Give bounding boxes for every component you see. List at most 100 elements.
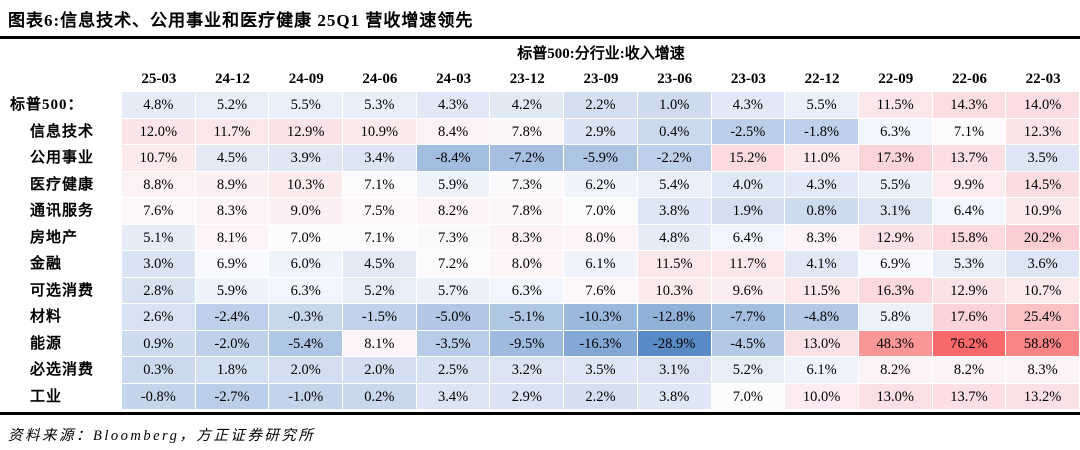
heatmap-cell: 5.3% bbox=[343, 92, 417, 119]
heatmap-cell: 11.5% bbox=[785, 277, 859, 304]
heatmap-cell: 12.0% bbox=[122, 118, 196, 145]
row-label: 金融 bbox=[30, 256, 63, 272]
heatmap-cell: 15.2% bbox=[711, 145, 786, 172]
heatmap-cell: 6.1% bbox=[785, 357, 859, 384]
heatmap-cell: 8.3% bbox=[785, 224, 859, 251]
heatmap-cell: 3.2% bbox=[490, 357, 565, 384]
heatmap-cell: -7.7% bbox=[711, 304, 786, 331]
heatmap-cell: 6.3% bbox=[269, 277, 344, 304]
heatmap-cell: 5.5% bbox=[858, 171, 933, 198]
heatmap-cell: 13.7% bbox=[932, 383, 1007, 410]
heatmap-cell: 5.9% bbox=[195, 277, 270, 304]
heatmap-cell: 58.8% bbox=[1006, 330, 1080, 357]
row-label: 医疗健康 bbox=[30, 176, 95, 193]
heatmap-cell: 2.2% bbox=[564, 383, 638, 410]
row-label: 材料 bbox=[30, 309, 63, 325]
heatmap-cell: 76.2% bbox=[932, 330, 1007, 357]
table-title: 标普500:分行业:收入增速 bbox=[517, 46, 685, 62]
column-header: 24-09 bbox=[288, 71, 324, 87]
column-header: 23-09 bbox=[583, 71, 619, 87]
heatmap-cell: 8.1% bbox=[343, 330, 417, 357]
heatmap-cell: 6.4% bbox=[932, 198, 1007, 225]
heatmap-cell: 3.8% bbox=[637, 198, 712, 225]
heatmap-cell: 7.0% bbox=[711, 383, 786, 410]
heatmap-cell: 6.4% bbox=[711, 224, 786, 251]
heatmap-cell: 3.4% bbox=[343, 145, 417, 172]
heatmap-cell: -0.3% bbox=[269, 304, 344, 331]
heatmap-cell: 14.5% bbox=[1006, 171, 1080, 198]
column-header: 23-12 bbox=[509, 71, 545, 87]
heatmap-cell: 7.3% bbox=[416, 224, 491, 251]
row-label: 信息技术 bbox=[30, 123, 95, 140]
heatmap-cell: 6.9% bbox=[858, 251, 933, 278]
heatmap-cell: 2.5% bbox=[416, 357, 491, 384]
source-note: 资料来源：Bloomberg，方正证券研究所 bbox=[8, 428, 316, 444]
heatmap-cell: -2.4% bbox=[195, 304, 270, 331]
heatmap-cell: -2.7% bbox=[195, 383, 270, 410]
heatmap-cell: 11.5% bbox=[858, 92, 933, 119]
heatmap-cell: 6.9% bbox=[195, 251, 270, 278]
heatmap-cell: 2.0% bbox=[269, 357, 344, 384]
heatmap-cell: 15.8% bbox=[932, 224, 1007, 251]
heatmap-cell: 7.6% bbox=[122, 198, 196, 225]
heatmap-cell: -0.8% bbox=[122, 383, 196, 410]
heatmap-cell: 20.2% bbox=[1006, 224, 1080, 251]
heatmap-cell: 0.3% bbox=[122, 357, 196, 384]
heatmap-cell: 7.0% bbox=[564, 198, 638, 225]
heatmap-cell: 3.4% bbox=[416, 383, 491, 410]
column-header: 22-09 bbox=[878, 71, 914, 87]
heatmap-cell: 8.3% bbox=[195, 198, 270, 225]
heatmap-cell: 0.4% bbox=[637, 118, 712, 145]
heatmap-cell: -16.3% bbox=[564, 330, 638, 357]
heatmap-cell: 8.4% bbox=[416, 118, 491, 145]
row-label: 公用事业 bbox=[30, 150, 95, 166]
heatmap-cell: 4.3% bbox=[785, 171, 859, 198]
heatmap-cell: 2.9% bbox=[490, 383, 565, 410]
heatmap-cell: 6.2% bbox=[564, 171, 638, 198]
heatmap-cell: -4.8% bbox=[785, 304, 859, 331]
heatmap-cell: 8.0% bbox=[564, 224, 638, 251]
heatmap-cell: -7.2% bbox=[490, 145, 565, 172]
heatmap-cell: 14.3% bbox=[932, 92, 1007, 119]
heatmap-cell: 5.4% bbox=[637, 171, 712, 198]
heatmap-cell: 9.9% bbox=[932, 171, 1007, 198]
heatmap-cell: -28.9% bbox=[637, 330, 712, 357]
heatmap-cell: 4.2% bbox=[490, 92, 565, 119]
heatmap-cell: 10.0% bbox=[785, 383, 859, 410]
heatmap-cell: 4.1% bbox=[785, 251, 859, 278]
heatmap-cell: 8.8% bbox=[122, 171, 196, 198]
column-header: 22-06 bbox=[951, 71, 987, 87]
heatmap-cell: 6.1% bbox=[564, 251, 638, 278]
heatmap-cell: 9.6% bbox=[711, 277, 786, 304]
heatmap-cell: -5.9% bbox=[564, 145, 638, 172]
heatmap-cell: 9.0% bbox=[269, 198, 344, 225]
heatmap-cell: 8.1% bbox=[195, 224, 270, 251]
heatmap-cell: 12.9% bbox=[858, 224, 933, 251]
heatmap-cell: 7.2% bbox=[416, 251, 491, 278]
heatmap-cell: 5.2% bbox=[711, 357, 786, 384]
heatmap-cell: -1.5% bbox=[343, 304, 417, 331]
column-header: 23-06 bbox=[657, 71, 693, 87]
heatmap-cell: -4.5% bbox=[711, 330, 786, 357]
heatmap-cell: 3.1% bbox=[858, 198, 933, 225]
heatmap-cell: 11.5% bbox=[637, 251, 712, 278]
heatmap-cell: 1.9% bbox=[711, 198, 786, 225]
heatmap-cell: -1.0% bbox=[269, 383, 344, 410]
heatmap-cell: 7.3% bbox=[490, 171, 565, 198]
heatmap-cell: 3.6% bbox=[1006, 251, 1080, 278]
heatmap-cell: 7.6% bbox=[564, 277, 638, 304]
heatmap-cell: 2.9% bbox=[564, 118, 638, 145]
heatmap-cell: 8.2% bbox=[932, 357, 1007, 384]
column-header: 23-03 bbox=[730, 71, 766, 87]
heatmap-cell: -2.2% bbox=[637, 145, 712, 172]
heatmap-cell: 5.8% bbox=[858, 304, 933, 331]
header-spacer bbox=[0, 66, 122, 92]
heatmap-cell: -5.0% bbox=[416, 304, 491, 331]
heatmap-cell: -3.5% bbox=[416, 330, 491, 357]
column-header: 24-03 bbox=[436, 71, 472, 87]
heatmap-cell: 13.7% bbox=[932, 145, 1007, 172]
heatmap-cell: 4.5% bbox=[343, 251, 417, 278]
heatmap-cell: 2.8% bbox=[122, 277, 196, 304]
heatmap-cell: 11.0% bbox=[785, 145, 859, 172]
